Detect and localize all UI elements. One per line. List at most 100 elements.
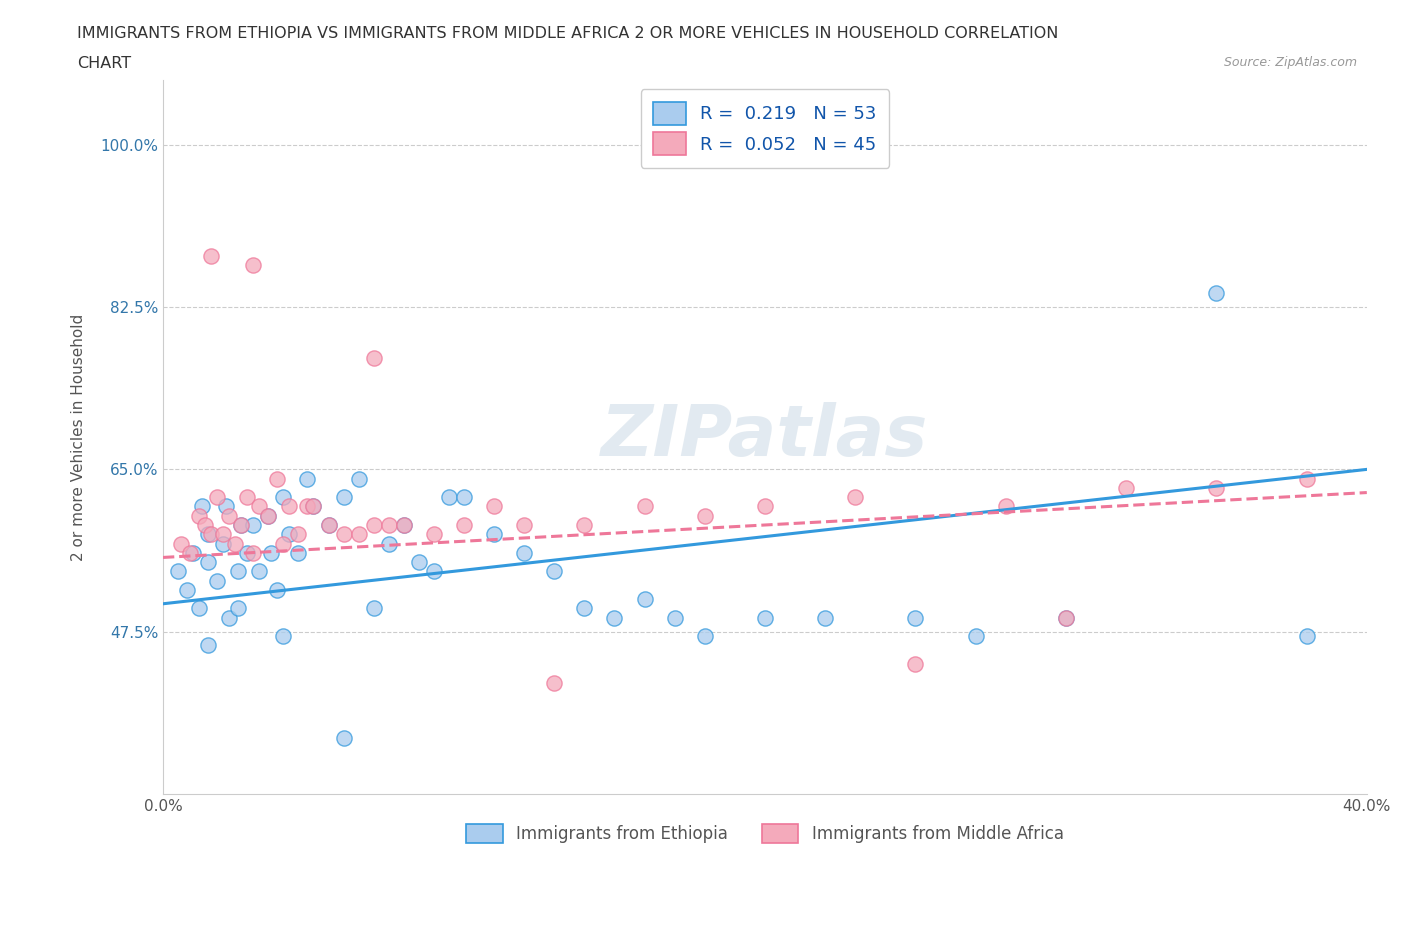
Point: [1115, 481, 1137, 496]
Point: [1295, 629, 1317, 644]
Point: [257, 509, 280, 524]
Point: [273, 629, 295, 644]
Point: [197, 554, 219, 569]
Point: [242, 518, 264, 533]
Point: [844, 490, 866, 505]
Point: [513, 518, 536, 533]
Point: [603, 610, 626, 625]
Point: [392, 518, 415, 533]
Point: [287, 545, 309, 560]
Point: [257, 509, 280, 524]
Point: [574, 601, 596, 616]
Point: [332, 526, 354, 541]
Point: [212, 536, 235, 551]
Point: [231, 518, 253, 533]
Point: [1295, 472, 1317, 486]
Point: [363, 351, 385, 365]
Point: [347, 526, 370, 541]
Point: [197, 526, 219, 541]
Point: [218, 610, 240, 625]
Point: [242, 545, 264, 560]
Point: [226, 601, 249, 616]
Point: [693, 509, 716, 524]
Point: [247, 499, 270, 514]
Point: [297, 499, 319, 514]
Point: [543, 675, 565, 690]
Point: [188, 509, 211, 524]
Y-axis label: 2 or more Vehicles in Household: 2 or more Vehicles in Household: [72, 313, 86, 561]
Point: [266, 582, 288, 597]
Point: [423, 564, 446, 578]
Point: [205, 490, 228, 505]
Point: [363, 518, 385, 533]
Point: [297, 472, 319, 486]
Point: [377, 536, 399, 551]
Point: [574, 518, 596, 533]
Point: [332, 490, 354, 505]
Point: [302, 499, 325, 514]
Point: [200, 526, 222, 541]
Point: [347, 472, 370, 486]
Point: [287, 526, 309, 541]
Point: [191, 499, 214, 514]
Point: [363, 601, 385, 616]
Point: [205, 573, 228, 588]
Point: [1205, 286, 1227, 300]
Point: [318, 518, 340, 533]
Point: [482, 526, 505, 541]
Point: [633, 499, 655, 514]
Point: [814, 610, 837, 625]
Point: [453, 518, 475, 533]
Point: [318, 518, 340, 533]
Point: [236, 490, 259, 505]
Point: [170, 536, 193, 551]
Point: [693, 629, 716, 644]
Point: [278, 499, 301, 514]
Text: Source: ZipAtlas.com: Source: ZipAtlas.com: [1223, 56, 1357, 69]
Point: [1054, 610, 1077, 625]
Text: IMMIGRANTS FROM ETHIOPIA VS IMMIGRANTS FROM MIDDLE AFRICA 2 OR MORE VEHICLES IN : IMMIGRANTS FROM ETHIOPIA VS IMMIGRANTS F…: [77, 26, 1059, 41]
Point: [224, 536, 246, 551]
Point: [1054, 610, 1077, 625]
Point: [197, 638, 219, 653]
Point: [633, 591, 655, 606]
Point: [236, 545, 259, 560]
Point: [408, 554, 430, 569]
Legend: Immigrants from Ethiopia, Immigrants from Middle Africa: Immigrants from Ethiopia, Immigrants fro…: [460, 817, 1070, 850]
Point: [437, 490, 460, 505]
Point: [247, 564, 270, 578]
Point: [266, 472, 288, 486]
Point: [231, 518, 253, 533]
Point: [965, 629, 987, 644]
Point: [200, 248, 222, 263]
Text: CHART: CHART: [77, 56, 131, 71]
Point: [423, 526, 446, 541]
Point: [273, 490, 295, 505]
Point: [332, 731, 354, 746]
Point: [260, 545, 283, 560]
Point: [302, 499, 325, 514]
Text: ZIPatlas: ZIPatlas: [602, 403, 928, 472]
Point: [278, 526, 301, 541]
Point: [212, 526, 235, 541]
Point: [226, 564, 249, 578]
Point: [543, 564, 565, 578]
Point: [167, 564, 190, 578]
Point: [194, 518, 217, 533]
Point: [904, 657, 927, 671]
Point: [664, 610, 686, 625]
Point: [188, 601, 211, 616]
Point: [218, 509, 240, 524]
Point: [176, 582, 198, 597]
Point: [181, 545, 204, 560]
Point: [754, 499, 776, 514]
Point: [994, 499, 1017, 514]
Point: [377, 518, 399, 533]
Point: [215, 499, 238, 514]
Point: [453, 490, 475, 505]
Point: [482, 499, 505, 514]
Point: [242, 258, 264, 272]
Point: [179, 545, 201, 560]
Point: [754, 610, 776, 625]
Point: [392, 518, 415, 533]
